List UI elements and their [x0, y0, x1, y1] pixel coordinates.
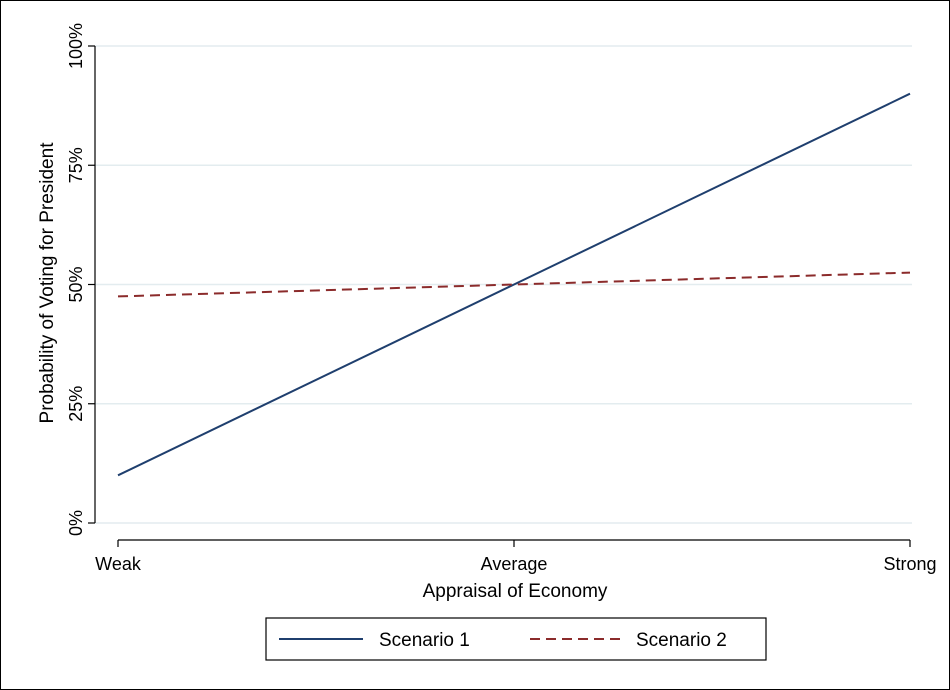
- legend-label-scenario-2: Scenario 2: [636, 630, 727, 651]
- x-tick-label: Weak: [95, 554, 142, 574]
- x-axis-title: Appraisal of Economy: [423, 581, 608, 602]
- series-line-scenario-2: [117, 271, 911, 298]
- plot-area: [117, 92, 911, 477]
- y-tick-label: 50%: [66, 266, 86, 302]
- y-axis: 0% 25% 50% 75% 100%: [66, 23, 96, 536]
- legend-label-scenario-1: Scenario 1: [379, 630, 470, 651]
- y-tick-label: 0%: [66, 510, 86, 536]
- legend: Scenario 1 Scenario 2: [265, 617, 767, 661]
- y-axis-title: Probability of Voting for President: [37, 142, 58, 424]
- x-tick-label: Strong: [883, 554, 936, 574]
- x-axis: Weak Average Strong: [95, 539, 937, 574]
- x-tick-label: Average: [481, 554, 548, 574]
- y-tick-label: 25%: [66, 386, 86, 422]
- y-tick-label: 75%: [66, 147, 86, 183]
- series-line-scenario-1: [117, 92, 911, 477]
- y-tick-label: 100%: [66, 23, 86, 69]
- gridlines: [95, 45, 912, 524]
